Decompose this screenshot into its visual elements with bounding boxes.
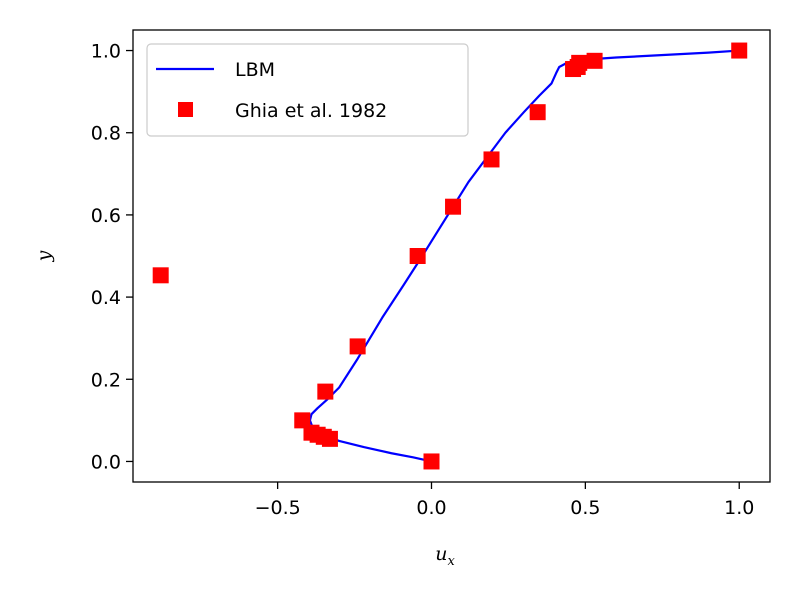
data-point-ghia <box>445 198 462 215</box>
data-point-ghia <box>152 267 169 284</box>
x-axis-label-subscript: x <box>447 554 455 569</box>
legend: LBM Ghia et al. 1982 <box>146 43 469 137</box>
data-point-ghia <box>409 248 426 264</box>
plot-frame <box>132 29 771 483</box>
data-point-ghia <box>294 412 311 429</box>
x-axis: −0.5 0.0 0.5 1.0 <box>255 482 754 519</box>
data-point-ghia <box>571 54 588 71</box>
legend-label-ghia: Ghia et al. 1982 <box>235 100 387 122</box>
x-tick-label: 1.0 <box>724 497 754 519</box>
x-axis-label: ux <box>435 543 455 569</box>
y-axis-label: y <box>33 250 55 262</box>
data-point-ghia <box>317 383 334 400</box>
plot-area <box>152 42 748 470</box>
y-axis: 0.0 0.2 0.4 0.6 0.8 1.0 <box>91 41 133 473</box>
y-tick-label: 1.0 <box>91 41 121 63</box>
data-point-ghia <box>483 151 500 168</box>
x-tick-label: 0.0 <box>416 497 446 519</box>
y-tick-label: 0.0 <box>91 451 121 473</box>
y-tick-label: 0.4 <box>91 287 121 309</box>
y-tick-label: 0.8 <box>91 123 121 145</box>
data-point-ghia <box>303 424 320 441</box>
legend-label-lbm: LBM <box>235 59 275 81</box>
data-point-ghia <box>529 104 546 121</box>
data-point-ghia <box>423 453 440 470</box>
x-tick-label: 0.5 <box>570 497 600 519</box>
x-tick-label: −0.5 <box>255 497 301 519</box>
data-point-ghia <box>586 52 603 69</box>
data-point-ghia <box>349 338 366 355</box>
y-tick-label: 0.2 <box>91 369 121 391</box>
y-tick-label: 0.6 <box>91 205 121 227</box>
data-point-ghia <box>731 42 748 59</box>
legend-box <box>146 43 469 137</box>
legend-marker-swatch <box>178 102 193 117</box>
